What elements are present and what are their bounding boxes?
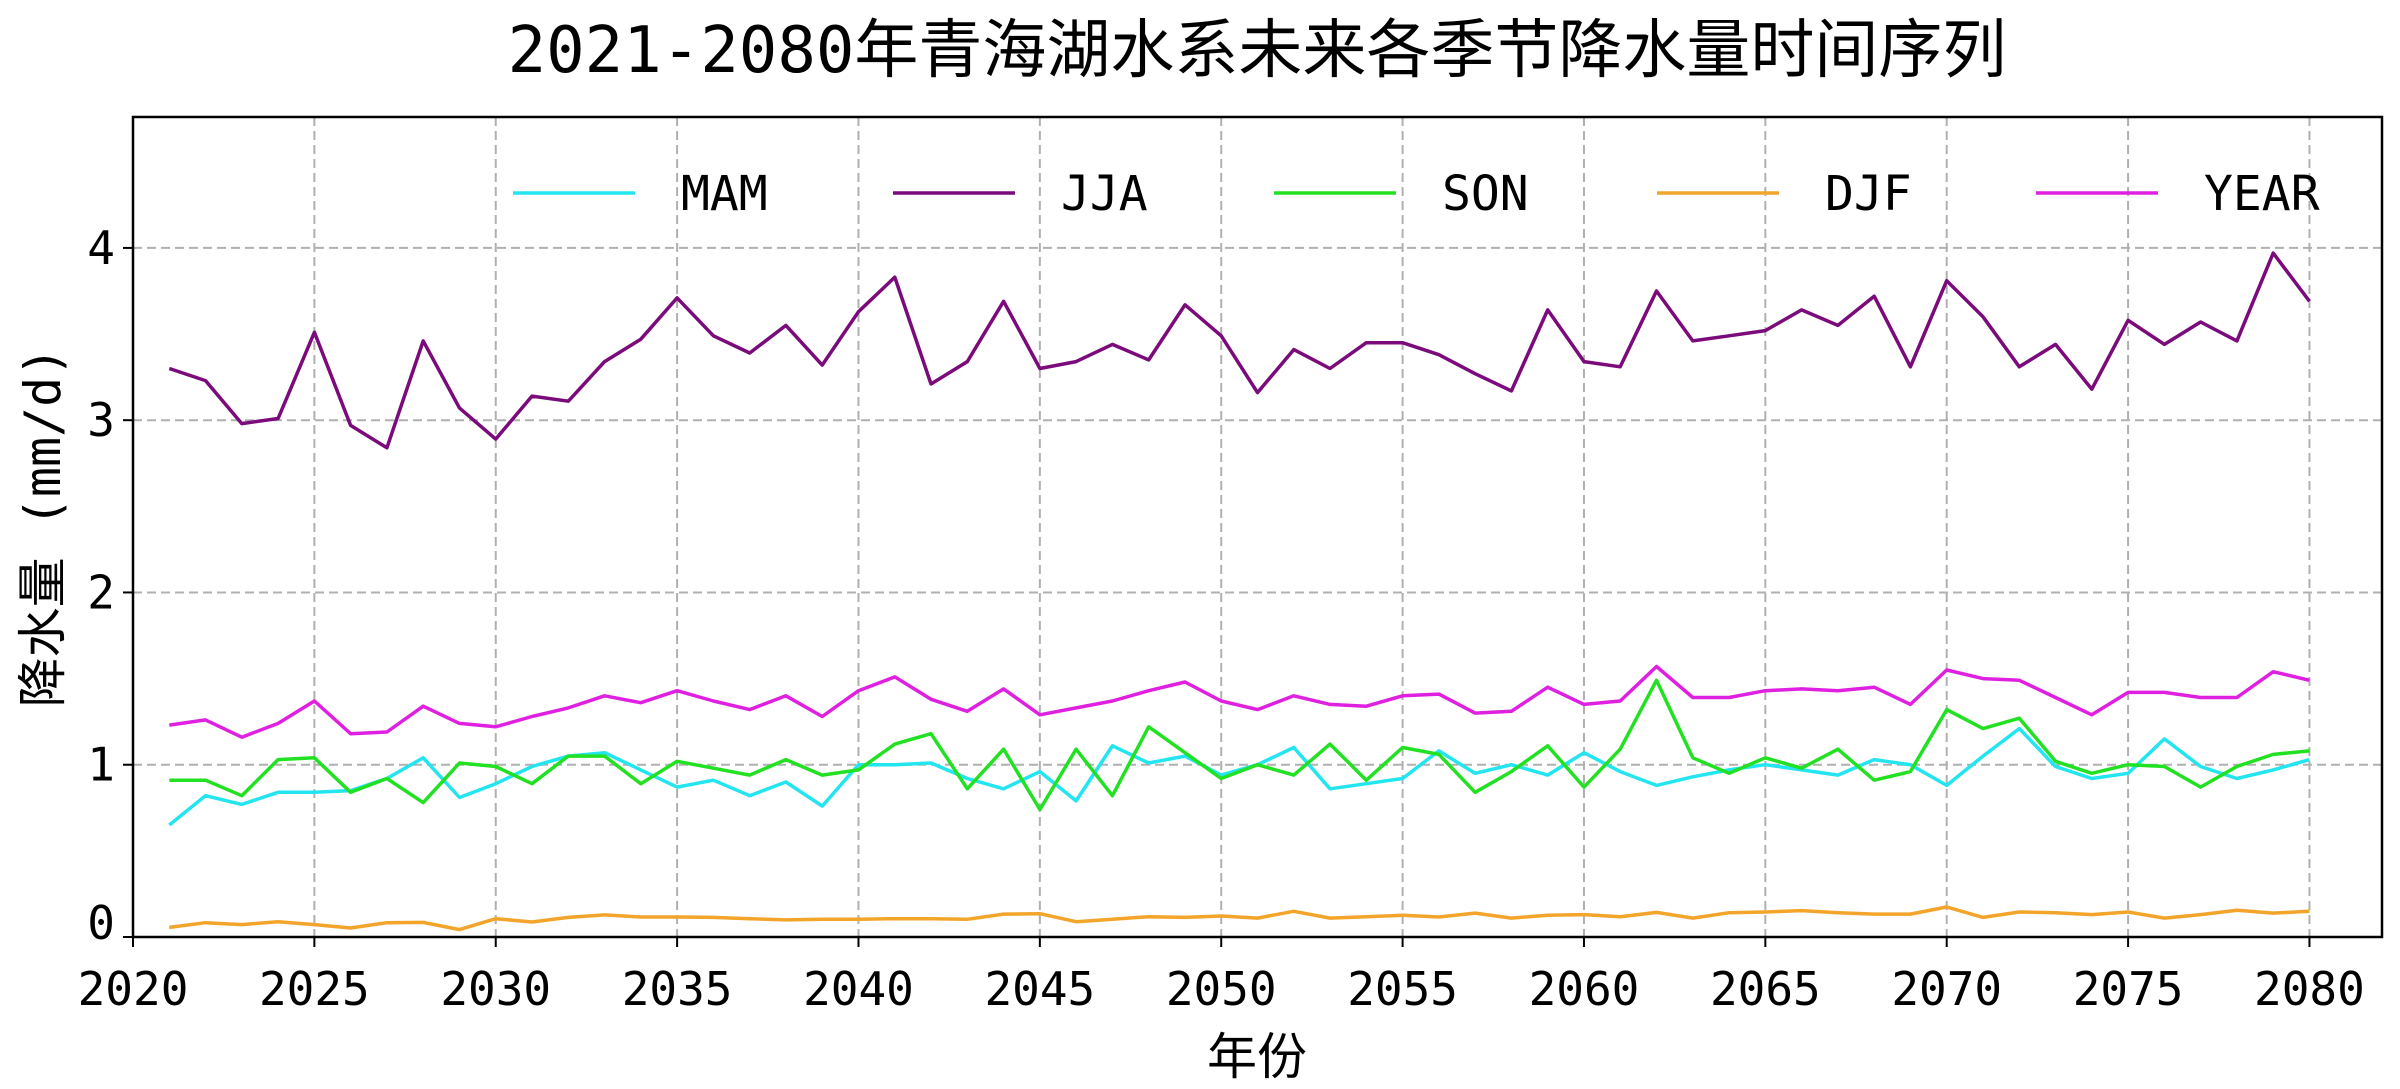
x-tick-label: 2030 xyxy=(440,962,551,1016)
x-tick-label: 2065 xyxy=(1710,962,1821,1016)
x-axis-label: 年份 xyxy=(1207,1028,1307,1086)
legend-item-djf: DJF xyxy=(1657,166,1912,222)
legend-label: YEAR xyxy=(2204,166,2320,222)
x-axis-ticks: 2020 2025 2030 2035 2040 2045 2050 2055 2060 2065… xyxy=(78,937,2365,1016)
series-line-son xyxy=(169,678,2310,812)
series-line-year xyxy=(169,664,2310,739)
legend-label: DJF xyxy=(1825,166,1912,222)
y-axis-ticks: 0 1 2 3 4 xyxy=(87,221,133,950)
x-tick-label: 2040 xyxy=(803,962,914,1016)
y-axis-label: 降水量 (mm/d) xyxy=(14,347,72,708)
legend-item-year: YEAR xyxy=(2036,166,2320,222)
legend-label: MAM xyxy=(681,166,768,222)
series-lines xyxy=(168,251,2311,932)
y-tick-label: 2 xyxy=(87,565,115,619)
x-tick-label: 2035 xyxy=(622,962,733,1016)
x-tick-label: 2020 xyxy=(78,962,189,1016)
x-tick-label: 2080 xyxy=(2254,962,2365,1016)
series-line-djf xyxy=(169,905,2310,932)
series-line-jja xyxy=(168,251,2311,450)
y-tick-label: 3 xyxy=(87,393,115,447)
chart-title: 2021-2080年青海湖水系未来各季节降水量时间序列 xyxy=(508,14,2007,88)
y-tick-label: 1 xyxy=(87,738,115,792)
x-tick-label: 2025 xyxy=(259,962,370,1016)
y-tick-label: 4 xyxy=(87,221,115,275)
grid-lines xyxy=(132,117,2382,937)
legend-item-mam: MAM xyxy=(513,166,768,222)
legend-item-son: SON xyxy=(1274,166,1529,222)
x-tick-label: 2055 xyxy=(1347,962,1458,1016)
legend-label: SON xyxy=(1442,166,1529,222)
x-tick-label: 2070 xyxy=(1891,962,2002,1016)
x-tick-label: 2045 xyxy=(984,962,1095,1016)
x-tick-label: 2075 xyxy=(2073,962,2184,1016)
legend-item-jja: JJA xyxy=(893,166,1148,222)
plot-frame xyxy=(131,115,2384,939)
y-tick-label: 0 xyxy=(87,896,115,950)
x-tick-label: 2060 xyxy=(1529,962,1640,1016)
x-tick-label: 2050 xyxy=(1166,962,1277,1016)
legend: MAM JJA SON DJF YEAR xyxy=(513,166,2320,222)
legend-label: JJA xyxy=(1061,166,1148,222)
series-line-mam xyxy=(168,726,2310,827)
